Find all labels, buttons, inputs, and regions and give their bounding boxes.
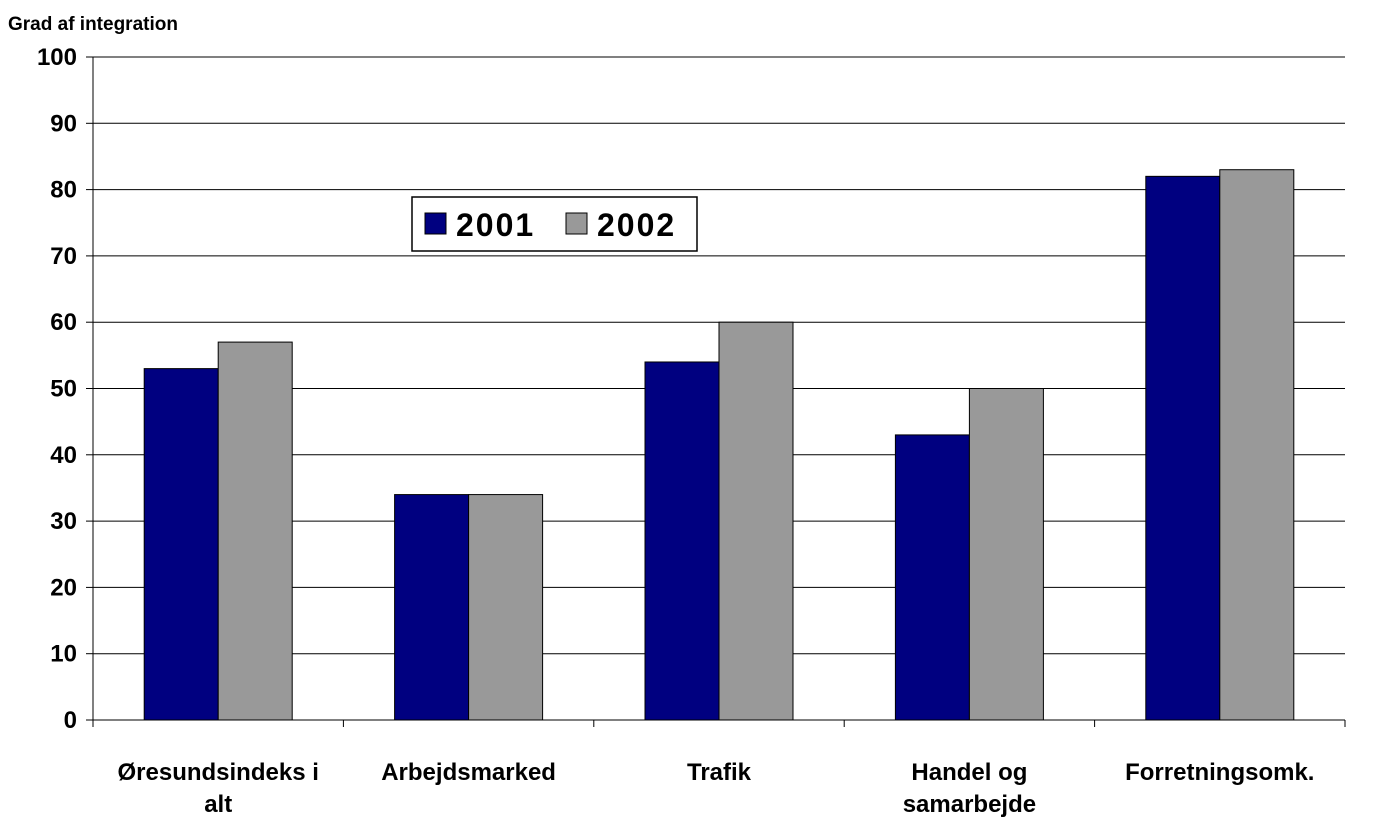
y-tick-label: 100 [37, 44, 77, 71]
x-category-label: Forretningsomk. [1125, 759, 1314, 786]
x-category-label: alt [204, 791, 232, 818]
legend-box [411, 196, 698, 252]
bar-2002 [217, 341, 293, 721]
category-labels: Øresundsindeks i alt Arbejdsmarked Trafik Ha… [117, 759, 1314, 818]
y-tick-labels: 0 10 20 30 40 50 60 70 80 90 100 [37, 44, 77, 734]
y-tick-label: 0 [64, 707, 77, 734]
x-category-label: samarbejde [903, 791, 1036, 818]
y-tick-label: 60 [50, 309, 77, 336]
legend-label-2001: 2001 [456, 207, 535, 243]
bar-2001 [1145, 175, 1221, 721]
bar-2002 [468, 494, 544, 721]
bar-2001 [143, 368, 219, 721]
x-category-label: Arbejdsmarked [381, 759, 556, 786]
bar-2001 [644, 361, 720, 721]
y-tick-label: 50 [50, 376, 77, 403]
y-tick-label: 40 [50, 442, 77, 469]
bar-2001 [894, 434, 970, 721]
y-tick-label: 90 [50, 110, 77, 137]
legend-swatch-2001 [424, 212, 447, 235]
bar-2002 [1219, 169, 1295, 721]
bar-2002 [718, 321, 794, 721]
bar-2001 [394, 494, 470, 721]
x-category-label: Trafik [687, 759, 752, 786]
y-tick-label: 10 [50, 641, 77, 668]
axes [86, 56, 1346, 727]
x-category-label: Øresundsindeks i [117, 759, 318, 786]
y-tick-label: 30 [50, 508, 77, 535]
legend: 2001 2002 [411, 196, 698, 252]
legend-label-2002: 2002 [597, 207, 676, 243]
y-tick-label: 80 [50, 177, 77, 204]
y-tick-label: 20 [50, 574, 77, 601]
legend-swatch-2002 [565, 212, 588, 235]
y-tick-label: 70 [50, 243, 77, 270]
y-axis-label: Grad af integration [8, 14, 178, 35]
bar-2002 [968, 388, 1044, 721]
bars [143, 169, 1295, 721]
x-category-label: Handel og [911, 759, 1027, 786]
